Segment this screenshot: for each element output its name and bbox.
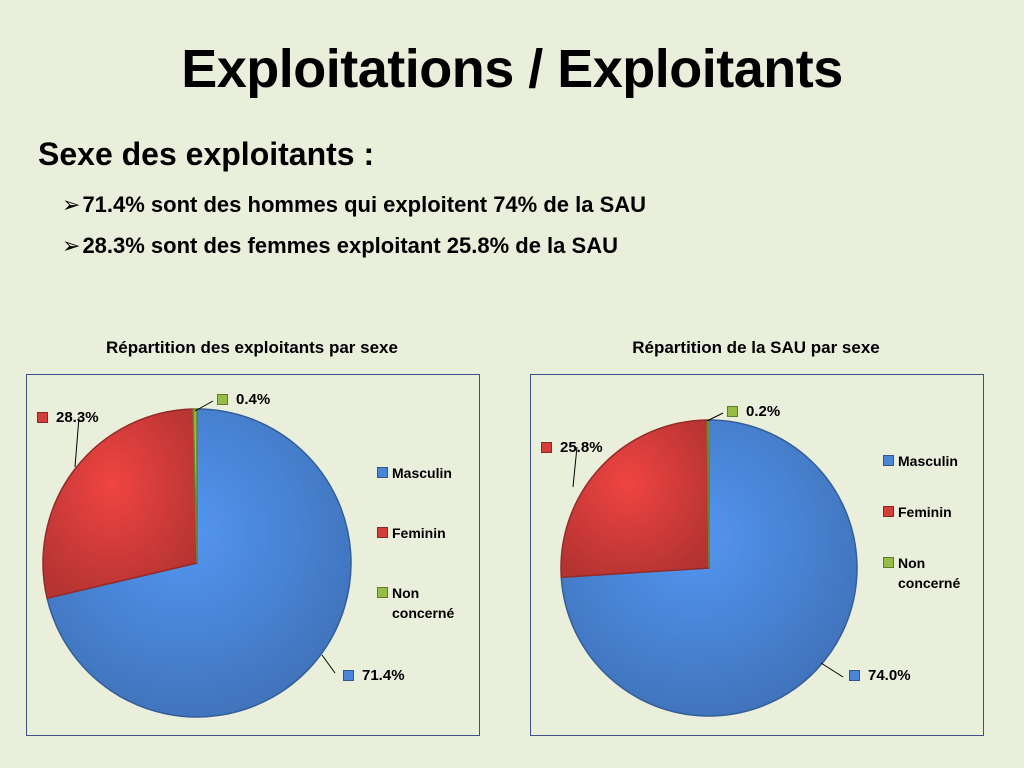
leader-line xyxy=(74,416,80,468)
legend-swatch-icon xyxy=(883,455,894,466)
leader-line xyxy=(820,662,844,678)
legend-swatch-icon xyxy=(377,587,388,598)
chart-title: Répartition des exploitants par sexe xyxy=(106,338,398,357)
pie-slice-non-concerne xyxy=(192,408,198,564)
leader-line xyxy=(572,446,578,488)
label-swatch-icon xyxy=(343,670,354,681)
bullet-item: ➢ 71.4% sont des hommes qui exploitent 7… xyxy=(62,192,646,218)
pie-chart-svg xyxy=(42,400,352,718)
legend-label: Masculin xyxy=(392,465,452,481)
pie-chart-svg xyxy=(560,412,858,717)
legend-label: Non concerné xyxy=(898,555,961,591)
data-label: 0.4% xyxy=(217,391,270,408)
pie-chart-sau: 74.0% 25.8% 0.2% Masculin Feminin Non concern… xyxy=(530,374,984,736)
chart-title: Répartition de la SAU par sexe xyxy=(632,338,880,357)
arrow-bullet-icon: ➢ xyxy=(62,192,81,217)
bullet-item: ➢ 28.3% sont des femmes exploitant 25.8%… xyxy=(62,233,618,259)
label-swatch-icon xyxy=(849,670,860,681)
data-label-text: 28.3% xyxy=(56,409,99,426)
bullet-text: 28.3% sont des femmes exploitant 25.8% d… xyxy=(82,233,618,258)
label-swatch-icon xyxy=(217,394,228,405)
label-swatch-icon xyxy=(37,412,48,423)
data-label: 25.8% xyxy=(541,439,603,456)
data-label-text: 74.0% xyxy=(868,667,911,684)
bullet-text: 71.4% sont des hommes qui exploitent 74%… xyxy=(82,192,647,217)
legend-swatch-icon xyxy=(883,506,894,517)
data-label: 28.3% xyxy=(37,409,99,426)
legend-swatch-icon xyxy=(377,467,388,478)
arrow-bullet-icon: ➢ xyxy=(62,233,81,258)
legend-swatch-icon xyxy=(377,527,388,538)
legend-label: Feminin xyxy=(392,525,446,541)
data-label-text: 25.8% xyxy=(560,439,603,456)
pie-slice-masculin xyxy=(46,408,352,718)
label-swatch-icon xyxy=(541,442,552,453)
leader-line xyxy=(321,654,336,674)
label-swatch-icon xyxy=(727,406,738,417)
pie-slice-feminin xyxy=(560,419,710,579)
legend-item: Non concerné xyxy=(883,553,978,593)
legend-label: Non concerné xyxy=(392,585,455,621)
legend-item: Masculin xyxy=(883,451,978,471)
data-label: 0.2% xyxy=(727,403,780,420)
data-label-text: 0.4% xyxy=(236,391,271,408)
slide-subtitle: Sexe des exploitants : xyxy=(38,136,375,172)
legend-label: Feminin xyxy=(898,504,952,520)
legend-item: Masculin xyxy=(377,463,472,483)
legend-swatch-icon xyxy=(883,557,894,568)
legend-item: Non concerné xyxy=(377,583,472,623)
pie-chart-exploitants: 71.4% 28.3% 0.4% Masculin Feminin Non concern… xyxy=(26,374,480,736)
data-label: 71.4% xyxy=(343,667,405,684)
data-label-text: 71.4% xyxy=(362,667,405,684)
slide-title: Exploitations / Exploitants xyxy=(181,39,843,99)
legend-label: Masculin xyxy=(898,453,958,469)
legend-item: Feminin xyxy=(377,523,472,543)
leader-line xyxy=(194,400,214,412)
leader-line xyxy=(706,412,724,422)
data-label: 74.0% xyxy=(849,667,911,684)
data-label-text: 0.2% xyxy=(746,403,781,420)
legend-item: Feminin xyxy=(883,502,978,522)
pie-slice-feminin xyxy=(42,408,198,600)
